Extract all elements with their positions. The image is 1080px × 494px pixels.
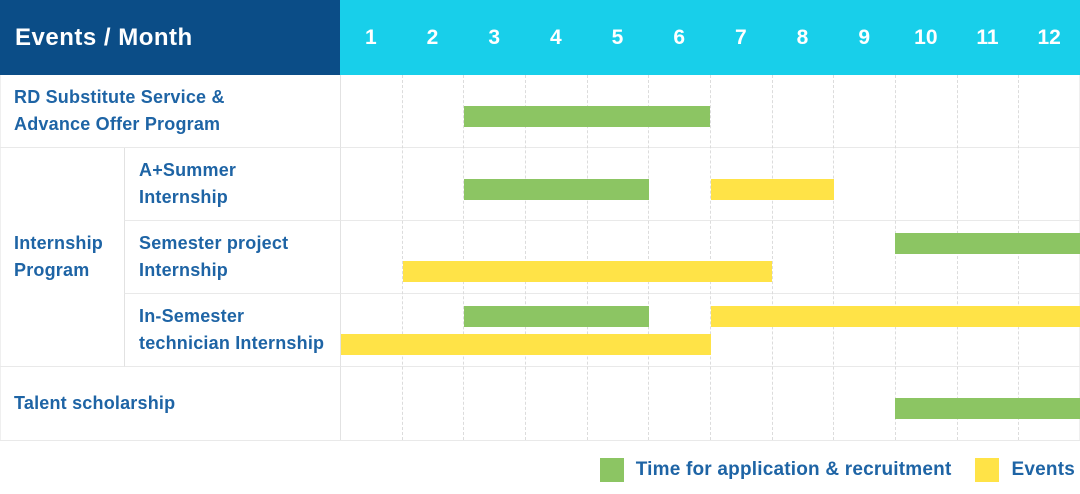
legend-label: Events bbox=[1011, 459, 1075, 480]
row-group-label-internship-program: Internship Program bbox=[0, 148, 124, 367]
legend-item-events: Events bbox=[975, 458, 1075, 482]
legend-item-application-recruitment: Time for application & recruitment bbox=[599, 458, 952, 482]
gantt-bar-yellow bbox=[341, 334, 711, 355]
chart-row-a-summer-internship bbox=[340, 148, 1080, 221]
month-label: 12 bbox=[1037, 25, 1061, 49]
month-label: 4 bbox=[549, 25, 562, 49]
gantt-bar-green bbox=[464, 306, 649, 327]
month-label: 2 bbox=[426, 25, 439, 49]
month-label: 3 bbox=[488, 25, 500, 49]
gantt-bar-yellow bbox=[710, 306, 1080, 327]
gantt-bar-green bbox=[464, 179, 649, 200]
chart-row-talent-scholarship bbox=[340, 367, 1080, 440]
month-label: 9 bbox=[858, 25, 870, 49]
chart-row-semester-project-internship bbox=[340, 221, 1080, 294]
month-label: 6 bbox=[673, 25, 685, 49]
legend-swatch-green bbox=[599, 458, 624, 482]
gantt-bar-green bbox=[895, 398, 1080, 419]
table-header-title: Events / Month bbox=[0, 0, 340, 75]
gantt-bar-green bbox=[464, 106, 711, 127]
row-label-semester-project-internship: Semester project Internship bbox=[124, 221, 340, 294]
month-label: 7 bbox=[734, 25, 747, 49]
month-label: 1 bbox=[364, 25, 377, 49]
row-label-rd-substitute: RD Substitute Service & Advance Offer Pr… bbox=[0, 75, 340, 148]
legend-label: Time for application & recruitment bbox=[635, 459, 952, 480]
chart-row-rd-substitute bbox=[340, 75, 1080, 148]
row-label-a-summer-internship: A+Summer Internship bbox=[124, 148, 340, 221]
table-header-row: Events / Month 1 2 3 4 5 6 7 8 9 10 11 1… bbox=[0, 0, 1080, 75]
row-label-talent-scholarship: Talent scholarship bbox=[14, 393, 176, 413]
legend: Time for application & recruitment Event… bbox=[599, 458, 1075, 482]
month-label: 10 bbox=[914, 25, 938, 49]
schedule-table-body: RD Substitute Service & Advance Offer Pr… bbox=[0, 75, 1080, 441]
row-label-in-semester-technician-internship: In-Semester technician Internship bbox=[124, 294, 340, 367]
month-label: 11 bbox=[976, 25, 999, 49]
gantt-bar-green bbox=[895, 233, 1080, 254]
gantt-bar-yellow bbox=[402, 261, 773, 282]
month-label: 5 bbox=[611, 25, 624, 49]
gantt-bar-yellow bbox=[710, 179, 834, 200]
month-label: 8 bbox=[796, 25, 809, 49]
month-header: 1 2 3 4 5 6 7 8 9 10 11 12 bbox=[340, 0, 1080, 75]
legend-swatch-yellow bbox=[975, 458, 1000, 482]
chart-row-in-semester-technician-internship bbox=[340, 294, 1080, 367]
